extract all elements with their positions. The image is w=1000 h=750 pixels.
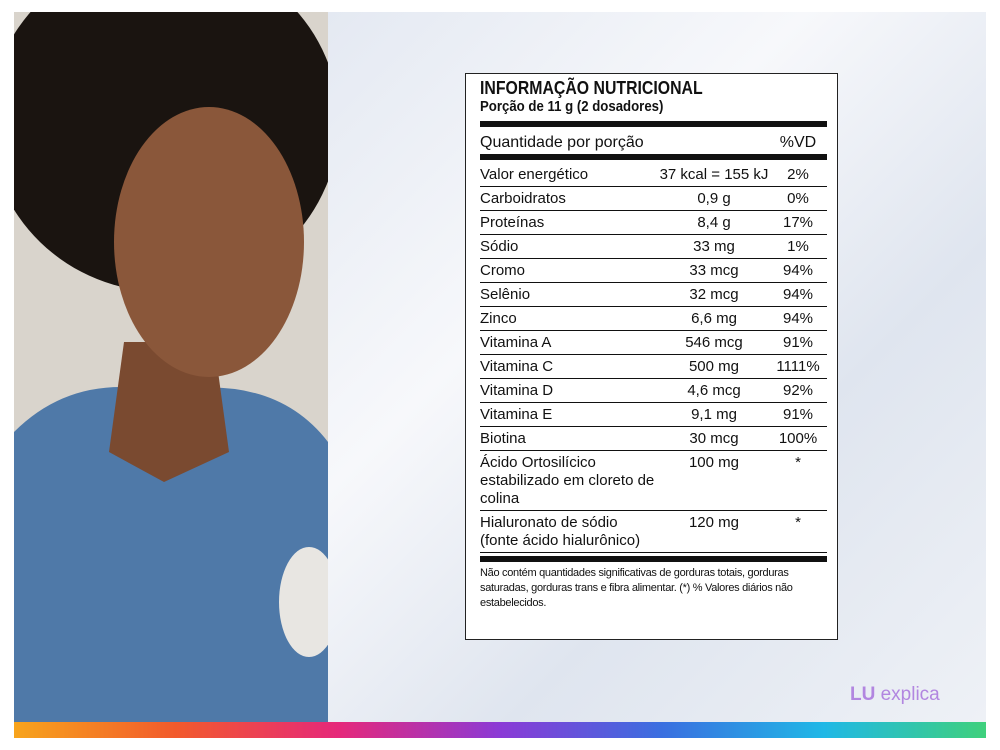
nutrient-vd: 1111% [776, 358, 820, 375]
neck [109, 342, 229, 482]
nutrient-vd: * [795, 514, 801, 531]
thick-rule [480, 154, 827, 160]
nutrient-amount: 546 mcg [685, 334, 743, 351]
nutrient-name: Carboidratos [480, 190, 566, 207]
nutrient-row: Carboidratos 0,9 g 0% [480, 187, 827, 211]
nutrient-vd: * [795, 454, 801, 471]
nutrient-vd: 94% [782, 310, 814, 327]
nutrient-name: Vitamina E [480, 406, 553, 423]
nutrient-vd: 92% [782, 382, 814, 399]
nutrient-row: Valor energético 37 kcal = 155 kJ 2% [480, 163, 827, 187]
nutrient-amount: 8,4 g [697, 214, 731, 231]
nutrient-vd: 91% [782, 334, 814, 351]
nutrient-name: Vitamina D [480, 382, 554, 399]
nutrient-name: Vitamina A [480, 334, 552, 351]
nutrient-name: Proteínas [480, 214, 545, 231]
logo: LU explica [850, 684, 940, 706]
nutrient-name: Sódio [480, 238, 519, 255]
nutrient-name: Hialuronato de sódio (fonte ácido hialur… [480, 514, 641, 549]
nutrient-row: Sódio 33 mg 1% [480, 235, 827, 259]
nutrient-row: Vitamina A 546 mcg 91% [480, 331, 827, 355]
nutrient-amount: 120 mg [688, 514, 740, 531]
nutrient-amount: 500 mg [688, 358, 740, 375]
label-title: INFORMAÇÃO NUTRICIONAL [480, 78, 703, 98]
nutrient-row: Vitamina D 4,6 mcg 92% [480, 379, 827, 403]
nutrient-row: Vitamina E 9,1 mg 91% [480, 403, 827, 427]
nutrient-name: Valor energético [480, 166, 589, 183]
nutrient-name: Ácido Ortosilícico estabilizado em clore… [480, 454, 655, 507]
nutrient-name: Cromo [480, 262, 526, 279]
nutrient-row: Zinco 6,6 mg 94% [480, 307, 827, 331]
nutrient-amount: 4,6 mcg [687, 382, 741, 399]
thick-rule [480, 556, 827, 562]
bottle [279, 547, 328, 657]
nutrient-row: Proteínas 8,4 g 17% [480, 211, 827, 235]
nutrient-amount: 37 kcal = 155 kJ [659, 166, 769, 183]
logo-brand: LU [850, 684, 876, 705]
nutrient-vd: 2% [787, 166, 809, 183]
nutrient-row: Vitamina C 500 mg 1111% [480, 355, 827, 379]
nutrient-name: Biotina [480, 430, 526, 447]
header-row: Quantidade por porção %VD [480, 131, 827, 154]
nutrient-vd: 1% [787, 238, 809, 255]
nutrient-vd: 17% [782, 214, 814, 231]
label-portion: Porção de 11 g (2 dosadores) [480, 98, 664, 115]
nutrient-row: Cromo 33 mcg 94% [480, 259, 827, 283]
header-cell: %VD [779, 134, 817, 151]
photo [14, 12, 328, 722]
nutrient-row: Hialuronato de sódio (fonte ácido hialur… [480, 511, 827, 553]
nutrient-amount: 100 mg [688, 454, 740, 471]
nutrient-row: Selênio 32 mcg 94% [480, 283, 827, 307]
nutrient-name: Zinco [480, 310, 517, 327]
face [114, 107, 304, 377]
nutrient-vd: 91% [782, 406, 814, 423]
nutrient-vd: 94% [782, 262, 814, 279]
nutrient-amount: 33 mg [693, 238, 735, 255]
rainbow-bar [14, 722, 986, 738]
nutrient-row: Biotina 30 mcg 100% [480, 427, 827, 451]
nutrient-vd: 100% [778, 430, 818, 447]
logo-text: explica [880, 684, 940, 705]
shirt [14, 387, 328, 722]
nutrient-vd: 0% [787, 190, 809, 207]
thick-rule [480, 121, 827, 127]
nutrient-amount: 6,6 mg [691, 310, 737, 327]
nutrient-vd: 94% [782, 286, 814, 303]
nutrient-amount: 33 mcg [689, 262, 739, 279]
nutrient-amount: 9,1 mg [691, 406, 737, 423]
nutrient-amount: 0,9 g [697, 190, 731, 207]
nutrient-name: Vitamina C [480, 358, 554, 375]
nutrient-amount: 30 mcg [689, 430, 739, 447]
nutrient-amount: 32 mcg [689, 286, 739, 303]
footnote: Não contém quantidades significativas de… [480, 567, 793, 609]
nutrition-label: INFORMAÇÃO NUTRICIONAL Porção de 11 g (2 … [465, 73, 838, 640]
nutrient-row: Ácido Ortosilícico estabilizado em clore… [480, 451, 827, 511]
header-cell: Quantidade por porção [480, 134, 644, 151]
nutrient-name: Selênio [480, 286, 531, 303]
